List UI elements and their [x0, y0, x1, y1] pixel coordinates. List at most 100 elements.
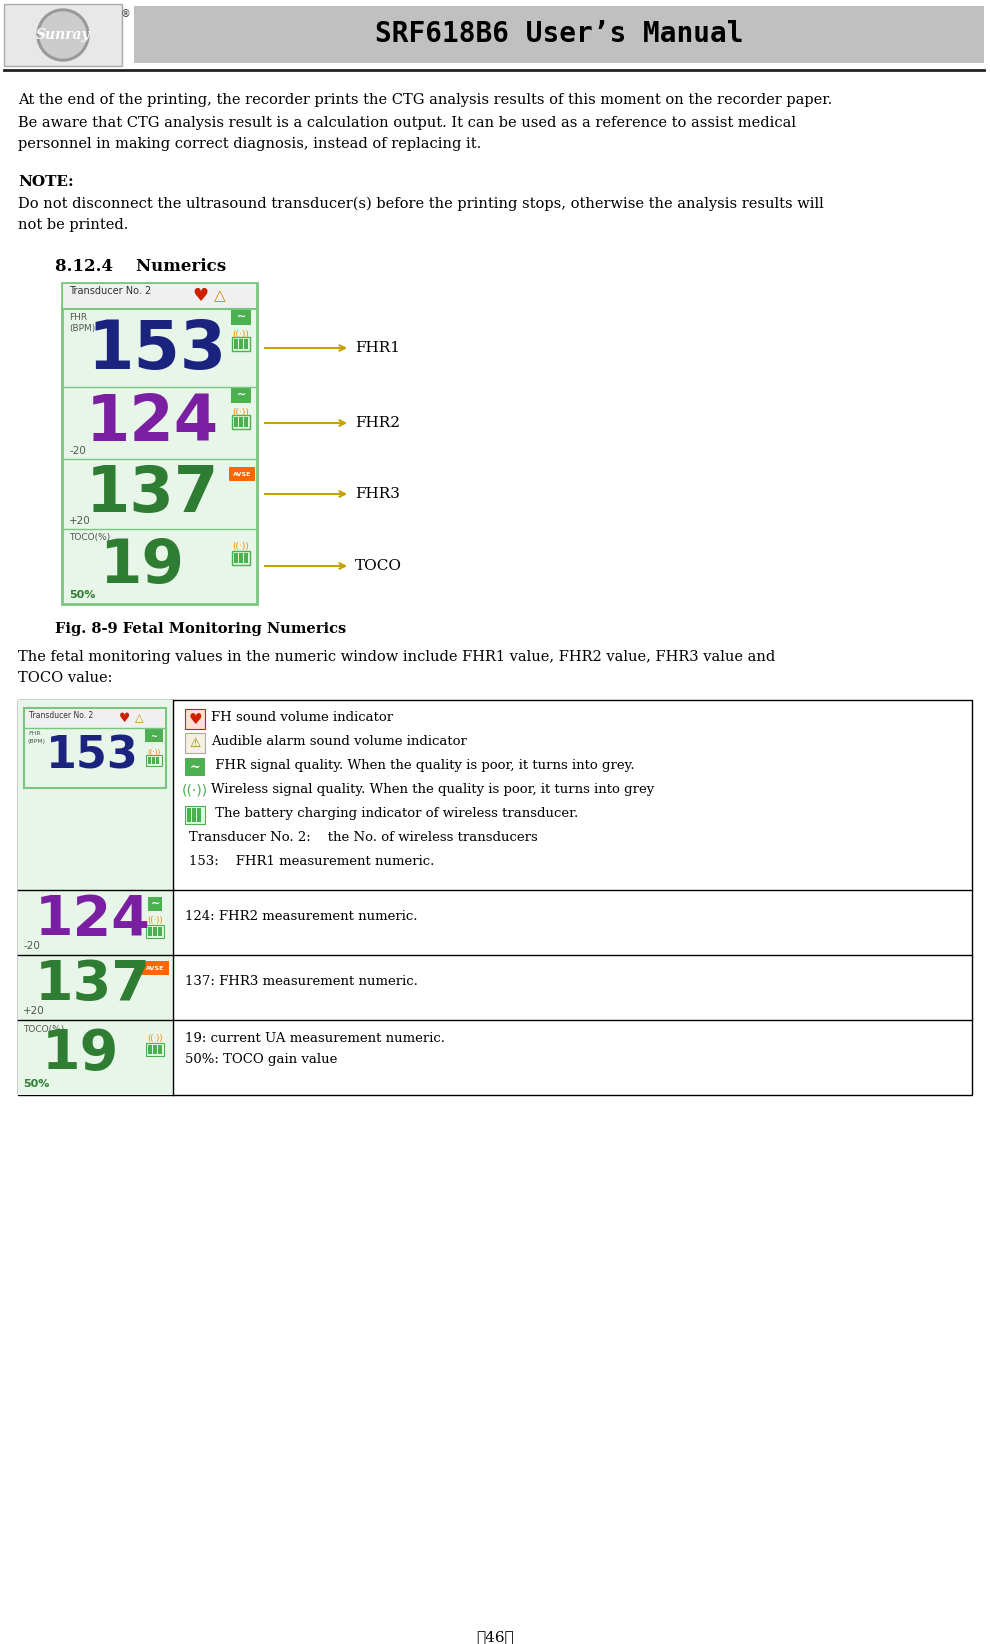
Text: ((·)): ((·)): [182, 784, 208, 797]
Text: -20: -20: [69, 446, 86, 455]
Text: ((·)): ((·)): [233, 408, 249, 418]
FancyBboxPatch shape: [152, 756, 155, 764]
Text: ~: ~: [150, 732, 157, 740]
FancyBboxPatch shape: [234, 552, 238, 562]
Text: Be aware that CTG analysis result is a calculation output. It can be used as a r: Be aware that CTG analysis result is a c…: [18, 117, 796, 130]
Text: FHR1: FHR1: [355, 340, 400, 355]
Text: +20: +20: [23, 1006, 45, 1016]
Text: Audible alarm sound volume indicator: Audible alarm sound volume indicator: [211, 735, 467, 748]
Text: Do not disconnect the ultrasound transducer(s) before the printing stops, otherw: Do not disconnect the ultrasound transdu…: [18, 197, 824, 212]
Text: ((·)): ((·)): [233, 543, 249, 551]
Text: +20: +20: [69, 516, 91, 526]
Text: The fetal monitoring values in the numeric window include FHR1 value, FHR2 value: The fetal monitoring values in the numer…: [18, 649, 775, 664]
FancyBboxPatch shape: [18, 700, 972, 1095]
FancyBboxPatch shape: [185, 806, 205, 824]
FancyBboxPatch shape: [153, 927, 157, 935]
Text: NOTE:: NOTE:: [18, 174, 73, 189]
Text: ♥: ♥: [188, 712, 202, 727]
Text: SRF618B6 User’s Manual: SRF618B6 User’s Manual: [375, 20, 743, 48]
Text: TOCO(%): TOCO(%): [69, 533, 110, 543]
Text: FHR signal quality. When the quality is poor, it turns into grey.: FHR signal quality. When the quality is …: [211, 760, 635, 773]
Text: ～46～: ～46～: [476, 1629, 514, 1644]
Text: 153: 153: [46, 735, 139, 778]
Circle shape: [40, 12, 86, 58]
Text: -20: -20: [23, 940, 40, 950]
FancyBboxPatch shape: [18, 955, 173, 1019]
FancyBboxPatch shape: [153, 1046, 157, 1054]
FancyBboxPatch shape: [244, 339, 248, 349]
FancyBboxPatch shape: [62, 283, 257, 603]
Text: ~: ~: [150, 899, 159, 909]
Text: not be printed.: not be printed.: [18, 219, 129, 232]
Text: 137: 137: [85, 464, 219, 524]
Text: 50%: TOCO gain value: 50%: TOCO gain value: [185, 1054, 338, 1065]
Text: 50%: 50%: [23, 1078, 50, 1088]
Text: 124: FHR2 measurement numeric.: 124: FHR2 measurement numeric.: [185, 911, 418, 922]
Text: TOCO: TOCO: [355, 559, 402, 574]
Text: 19: current UA measurement numeric.: 19: current UA measurement numeric.: [185, 1032, 445, 1046]
FancyBboxPatch shape: [146, 926, 164, 939]
FancyBboxPatch shape: [231, 386, 251, 403]
Text: 153: 153: [87, 317, 227, 383]
Text: The battery charging indicator of wireless transducer.: The battery charging indicator of wirele…: [211, 807, 578, 820]
FancyBboxPatch shape: [4, 3, 122, 66]
Text: 8.12.4    Numerics: 8.12.4 Numerics: [55, 258, 226, 275]
FancyBboxPatch shape: [244, 418, 248, 427]
Text: ((·)): ((·)): [148, 748, 160, 755]
Text: ((·)): ((·)): [148, 1034, 162, 1042]
FancyBboxPatch shape: [18, 700, 173, 889]
Text: Sunray: Sunray: [36, 28, 90, 43]
FancyBboxPatch shape: [232, 414, 250, 429]
FancyBboxPatch shape: [63, 284, 256, 307]
Text: 153:    FHR1 measurement numeric.: 153: FHR1 measurement numeric.: [189, 855, 435, 868]
Text: 50%: 50%: [69, 590, 95, 600]
Text: Wireless signal quality. When the quality is poor, it turns into grey: Wireless signal quality. When the qualit…: [211, 783, 654, 796]
Text: △: △: [135, 713, 144, 723]
FancyBboxPatch shape: [141, 962, 169, 975]
FancyBboxPatch shape: [18, 889, 173, 955]
Text: At the end of the printing, the recorder prints the CTG analysis results of this: At the end of the printing, the recorder…: [18, 94, 833, 107]
Text: 124: 124: [35, 893, 150, 947]
Text: 19: 19: [42, 1028, 119, 1082]
Text: FHR3: FHR3: [355, 487, 400, 501]
FancyBboxPatch shape: [185, 709, 205, 728]
Text: ~: ~: [237, 390, 246, 399]
FancyBboxPatch shape: [185, 733, 205, 753]
FancyBboxPatch shape: [25, 709, 165, 727]
Text: 137: FHR3 measurement numeric.: 137: FHR3 measurement numeric.: [185, 975, 418, 988]
Text: ((·)): ((·)): [148, 916, 162, 924]
FancyBboxPatch shape: [239, 418, 243, 427]
Text: AVSE: AVSE: [233, 472, 251, 477]
FancyBboxPatch shape: [232, 551, 250, 566]
FancyBboxPatch shape: [148, 1046, 152, 1054]
Text: Transducer No. 2: Transducer No. 2: [29, 710, 93, 720]
FancyBboxPatch shape: [239, 339, 243, 349]
FancyBboxPatch shape: [231, 309, 251, 326]
Text: ♥: ♥: [119, 712, 130, 725]
Text: personnel in making correct diagnosis, instead of replacing it.: personnel in making correct diagnosis, i…: [18, 136, 481, 151]
Text: Fig. 8-9 Fetal Monitoring Numerics: Fig. 8-9 Fetal Monitoring Numerics: [55, 621, 346, 636]
Text: FHR: FHR: [28, 732, 41, 737]
Text: (BPM): (BPM): [69, 324, 95, 334]
Text: ((·)): ((·)): [233, 330, 249, 340]
Text: △: △: [214, 288, 226, 304]
FancyBboxPatch shape: [185, 758, 205, 776]
Text: 124: 124: [85, 391, 219, 454]
Text: (BPM): (BPM): [28, 740, 46, 745]
FancyBboxPatch shape: [187, 807, 191, 822]
FancyBboxPatch shape: [232, 337, 250, 352]
Text: TOCO(%): TOCO(%): [23, 1024, 64, 1034]
FancyBboxPatch shape: [146, 1042, 164, 1055]
Text: ♥: ♥: [192, 288, 208, 306]
FancyBboxPatch shape: [148, 927, 152, 935]
Text: TOCO value:: TOCO value:: [18, 671, 113, 686]
FancyBboxPatch shape: [229, 467, 255, 482]
FancyBboxPatch shape: [148, 756, 151, 764]
Text: Transducer No. 2:    the No. of wireless transducers: Transducer No. 2: the No. of wireless tr…: [189, 830, 538, 843]
Text: ~: ~: [237, 312, 246, 322]
FancyBboxPatch shape: [234, 339, 238, 349]
Text: ®: ®: [121, 8, 131, 20]
FancyBboxPatch shape: [24, 709, 166, 787]
FancyBboxPatch shape: [244, 552, 248, 562]
FancyBboxPatch shape: [145, 728, 163, 741]
